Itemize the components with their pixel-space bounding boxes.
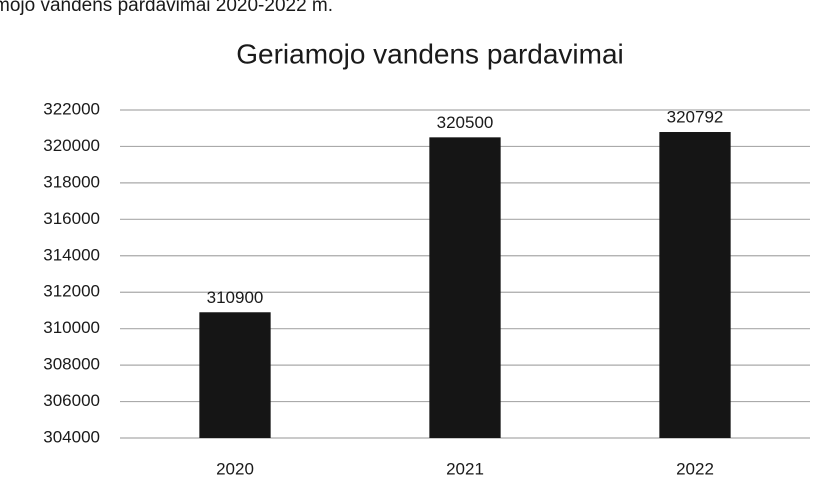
y-tick-label: 310000 xyxy=(43,318,100,337)
data-label: 320792 xyxy=(667,107,724,126)
y-tick-label: 320000 xyxy=(43,136,100,155)
y-tick-label: 318000 xyxy=(43,172,100,191)
y-tick-label: 304000 xyxy=(43,427,100,446)
x-tick-label: 2021 xyxy=(446,459,484,478)
x-tick-label: 2022 xyxy=(676,459,714,478)
data-label: 310900 xyxy=(207,288,264,307)
caption: mojo vandens pardavimai 2020-2022 m. xyxy=(0,0,333,16)
y-tick-label: 308000 xyxy=(43,355,100,374)
bar xyxy=(659,132,731,438)
x-tick-label: 2020 xyxy=(216,459,254,478)
y-tick-label: 316000 xyxy=(43,209,100,228)
bar xyxy=(199,312,271,438)
y-tick-label: 322000 xyxy=(43,99,100,118)
y-tick-label: 314000 xyxy=(43,245,100,264)
data-label: 320500 xyxy=(437,113,494,132)
y-tick-label: 312000 xyxy=(43,282,100,301)
chart-title: Geriamojo vandens pardavimai xyxy=(236,38,624,69)
y-tick-label: 306000 xyxy=(43,391,100,410)
bar xyxy=(429,137,501,439)
